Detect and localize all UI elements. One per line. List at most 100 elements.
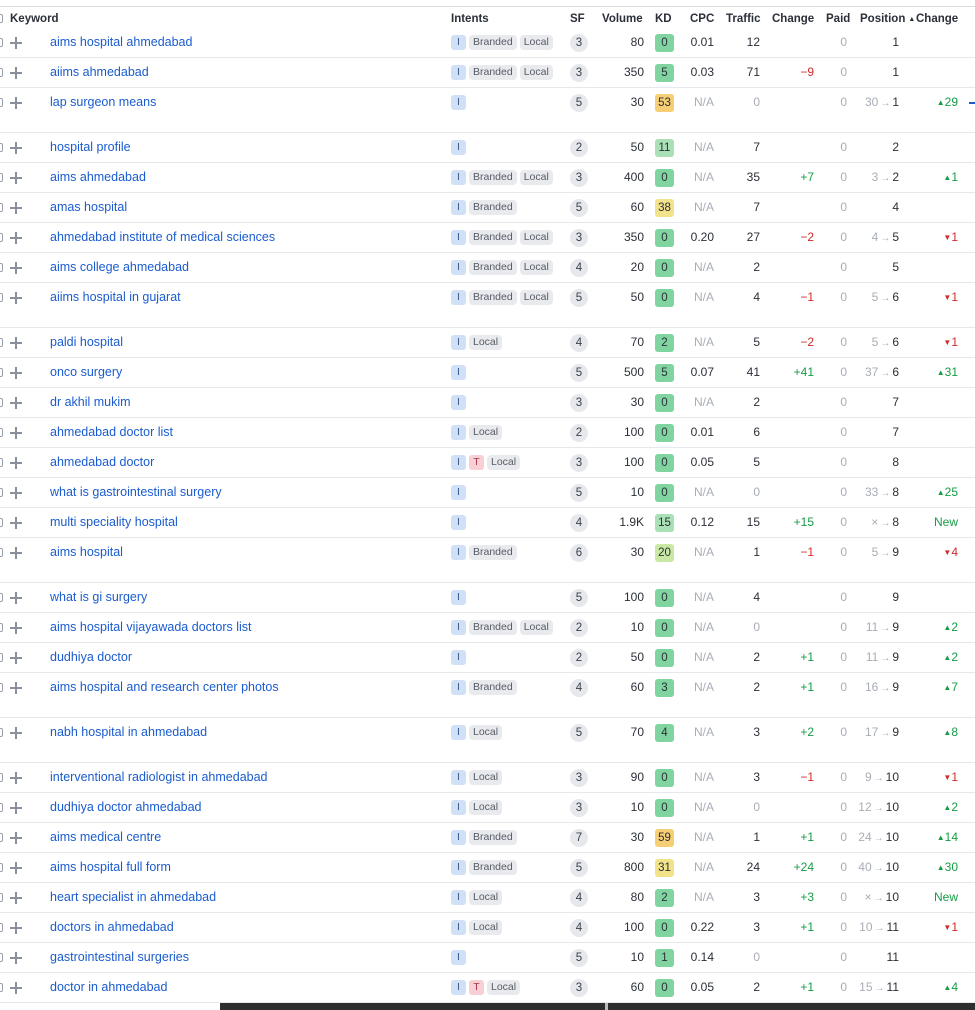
row-checkbox[interactable]: [0, 98, 3, 107]
sf-count[interactable]: 3: [570, 454, 588, 472]
add-to-list-icon[interactable]: [10, 547, 22, 559]
keyword-link[interactable]: doctor in ahmedabad: [50, 980, 168, 994]
add-to-list-icon[interactable]: [10, 172, 22, 184]
keyword-link[interactable]: heart specialist in ahmedabad: [50, 890, 217, 904]
row-checkbox[interactable]: [0, 518, 3, 527]
add-to-list-icon[interactable]: [10, 862, 22, 874]
row-checkbox[interactable]: [0, 233, 3, 242]
sf-count[interactable]: 3: [570, 394, 588, 412]
keyword-link[interactable]: aims hospital vijayawada doctors list: [50, 620, 252, 634]
row-checkbox[interactable]: [0, 398, 3, 407]
add-to-list-icon[interactable]: [10, 727, 22, 739]
row-checkbox[interactable]: [0, 488, 3, 497]
sf-count[interactable]: 2: [570, 649, 588, 667]
sf-count[interactable]: 2: [570, 139, 588, 157]
keyword-link[interactable]: gastrointestinal surgeries: [50, 950, 189, 964]
keyword-link[interactable]: onco surgery: [50, 365, 123, 379]
sf-count[interactable]: 3: [570, 229, 588, 247]
col-traffic-header[interactable]: Traffic: [726, 13, 761, 25]
sf-count[interactable]: 3: [570, 979, 588, 997]
row-checkbox[interactable]: [0, 728, 3, 737]
select-all-checkbox[interactable]: [0, 14, 3, 23]
col-position-header[interactable]: Position ▲: [860, 13, 915, 25]
add-to-list-icon[interactable]: [10, 982, 22, 994]
sf-count[interactable]: 5: [570, 724, 588, 742]
add-to-list-icon[interactable]: [10, 367, 22, 379]
keyword-link[interactable]: aims hospital: [50, 545, 123, 559]
sf-count[interactable]: 2: [570, 424, 588, 442]
add-to-list-icon[interactable]: [10, 97, 22, 109]
add-to-list-icon[interactable]: [10, 832, 22, 844]
keyword-link[interactable]: doctors in ahmedabad: [50, 920, 174, 934]
col-paid-header[interactable]: Paid: [826, 13, 851, 25]
sf-count[interactable]: 7: [570, 829, 588, 847]
col-change-header[interactable]: Change: [772, 13, 815, 25]
add-to-list-icon[interactable]: [10, 622, 22, 634]
row-checkbox[interactable]: [0, 173, 3, 182]
sf-count[interactable]: 3: [570, 769, 588, 787]
keyword-link[interactable]: aims hospital ahmedabad: [50, 35, 193, 49]
keyword-link[interactable]: ahmedabad institute of medical sciences: [50, 230, 276, 244]
keyword-link[interactable]: aiims ahmedabad: [50, 65, 149, 79]
row-checkbox[interactable]: [0, 293, 3, 302]
keyword-link[interactable]: aims hospital full form: [50, 860, 171, 874]
row-checkbox[interactable]: [0, 338, 3, 347]
row-checkbox[interactable]: [0, 593, 3, 602]
add-to-list-icon[interactable]: [10, 337, 22, 349]
sf-count[interactable]: 4: [570, 334, 588, 352]
keyword-link[interactable]: lap surgeon means: [50, 95, 157, 109]
row-checkbox[interactable]: [0, 368, 3, 377]
sf-count[interactable]: 6: [570, 544, 588, 562]
col-volume-header[interactable]: Volume: [602, 13, 643, 25]
keyword-link[interactable]: aiims hospital in gujarat: [50, 290, 181, 304]
sf-count[interactable]: 3: [570, 169, 588, 187]
row-checkbox[interactable]: [0, 863, 3, 872]
sf-count[interactable]: 4: [570, 514, 588, 532]
row-checkbox[interactable]: [0, 458, 3, 467]
col-keyword-header[interactable]: Keyword: [10, 13, 59, 25]
keyword-link[interactable]: multi speciality hospital: [50, 515, 178, 529]
sf-count[interactable]: 3: [570, 64, 588, 82]
sf-count[interactable]: 2: [570, 619, 588, 637]
row-checkbox[interactable]: [0, 38, 3, 47]
keyword-link[interactable]: hospital profile: [50, 140, 131, 154]
row-checkbox[interactable]: [0, 983, 3, 992]
sf-count[interactable]: 4: [570, 679, 588, 697]
row-checkbox[interactable]: [0, 803, 3, 812]
keyword-link[interactable]: ahmedabad doctor list: [50, 425, 173, 439]
sf-count[interactable]: 4: [570, 259, 588, 277]
add-to-list-icon[interactable]: [10, 292, 22, 304]
add-to-list-icon[interactable]: [10, 142, 22, 154]
add-to-list-icon[interactable]: [10, 952, 22, 964]
row-checkbox[interactable]: [0, 263, 3, 272]
row-checkbox[interactable]: [0, 623, 3, 632]
add-to-list-icon[interactable]: [10, 592, 22, 604]
keyword-link[interactable]: what is gastrointestinal surgery: [50, 485, 222, 499]
keyword-link[interactable]: dudhiya doctor: [50, 650, 133, 664]
keyword-link[interactable]: nabh hospital in ahmedabad: [50, 725, 208, 739]
row-checkbox[interactable]: [0, 653, 3, 662]
col-intents-header[interactable]: Intents: [451, 13, 489, 25]
add-to-list-icon[interactable]: [10, 397, 22, 409]
keyword-link[interactable]: aims hospital and research center photos: [50, 680, 279, 694]
keyword-link[interactable]: aims college ahmedabad: [50, 260, 189, 274]
sf-count[interactable]: 5: [570, 589, 588, 607]
add-to-list-icon[interactable]: [10, 67, 22, 79]
keyword-link[interactable]: interventional radiologist in ahmedabad: [50, 770, 268, 784]
sf-count[interactable]: 5: [570, 484, 588, 502]
col-position-change-header[interactable]: Change: [916, 13, 959, 25]
keyword-link[interactable]: amas hospital: [50, 200, 128, 214]
sf-count[interactable]: 5: [570, 949, 588, 967]
row-checkbox[interactable]: [0, 683, 3, 692]
keyword-link[interactable]: ahmedabad doctor: [50, 455, 155, 469]
row-checkbox[interactable]: [0, 953, 3, 962]
row-checkbox[interactable]: [0, 203, 3, 212]
add-to-list-icon[interactable]: [10, 457, 22, 469]
col-kd-header[interactable]: KD: [655, 13, 672, 25]
row-checkbox[interactable]: [0, 833, 3, 842]
row-checkbox[interactable]: [0, 893, 3, 902]
sf-count[interactable]: 5: [570, 364, 588, 382]
row-checkbox[interactable]: [0, 773, 3, 782]
add-to-list-icon[interactable]: [10, 517, 22, 529]
row-checkbox[interactable]: [0, 428, 3, 437]
